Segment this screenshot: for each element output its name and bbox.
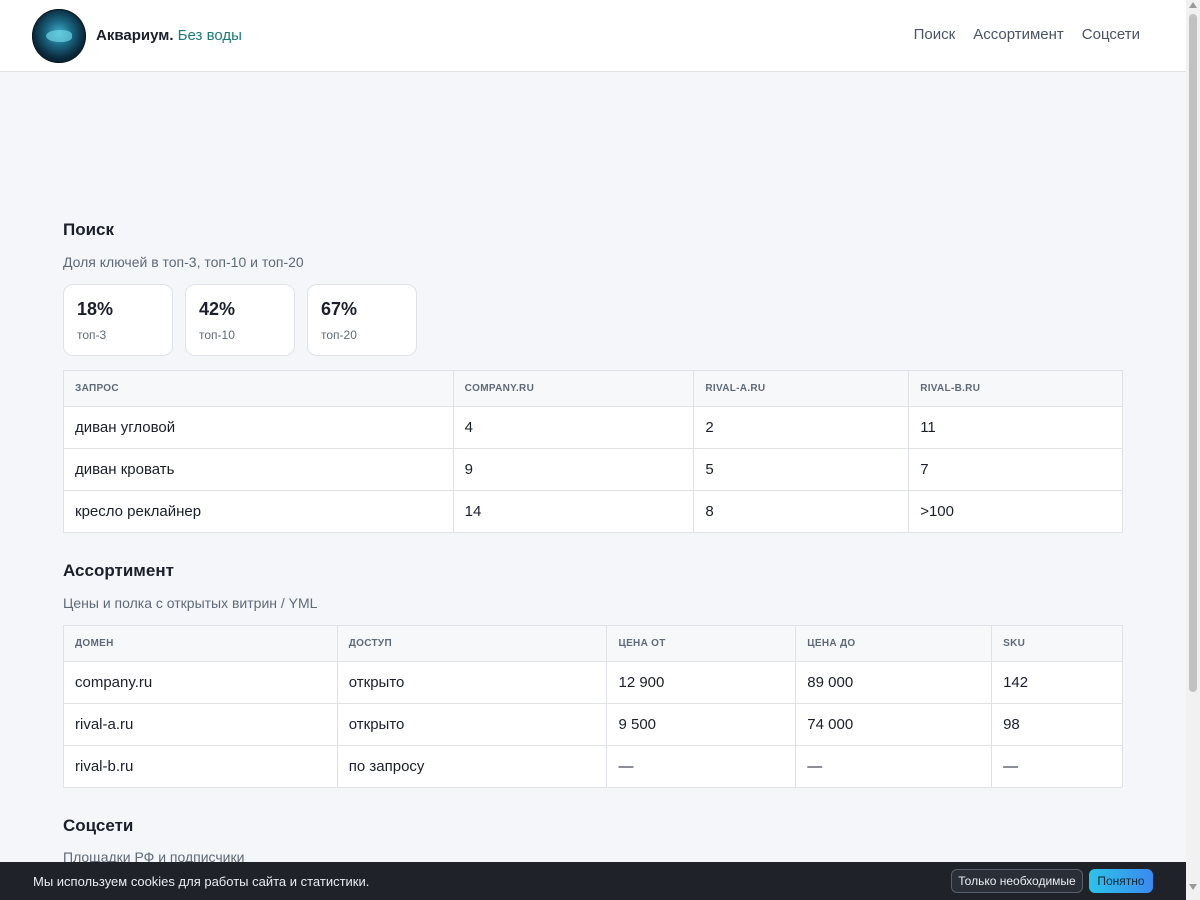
scrollbar-thumb[interactable] <box>1189 14 1197 692</box>
search-section-title: Поиск <box>63 220 115 239</box>
table-cell: 2 <box>693 406 910 449</box>
logo-icon[interactable] <box>32 9 86 63</box>
brand-main: Аквариум. <box>96 27 174 44</box>
table-header-row: Домен Доступ Цена от Цена до SKU <box>63 625 1123 662</box>
table-cell: 14 <box>452 490 695 533</box>
kpi-label: топ-10 <box>199 328 235 342</box>
kpi-label: топ-20 <box>321 328 357 342</box>
scrollbar[interactable] <box>1186 0 1200 900</box>
table-cell: >100 <box>908 490 1123 533</box>
cookie-text: Мы используем cookies для работы сайта и… <box>33 874 370 889</box>
column-header: Домен <box>63 625 338 662</box>
nav-link-assortment[interactable]: Ассортимент <box>973 26 1064 43</box>
table-header-row: Запрос company.ru rival-a.ru rival-b.ru <box>63 370 1123 407</box>
table-cell: — <box>606 745 797 788</box>
cookie-banner: Мы используем cookies для работы сайта и… <box>0 862 1186 900</box>
nav-link-search[interactable]: Поиск <box>913 26 956 43</box>
table-row: диван кровать 9 5 7 <box>63 448 1123 491</box>
social-section-subtitle: Площадки РФ и подписчики <box>63 849 245 865</box>
table-row: диван угловой 4 2 11 <box>63 406 1123 449</box>
table-cell: company.ru <box>63 661 338 704</box>
scroll-down-arrow-icon[interactable] <box>1189 884 1197 890</box>
kpi-card-top3: 18% топ-3 <box>63 284 173 356</box>
search-section-subtitle: Доля ключей в топ-3, топ-10 и топ-20 <box>63 254 304 270</box>
table-cell: кресло реклайнер <box>63 490 454 533</box>
kpi-value: 42% <box>199 299 236 319</box>
assortment-section-subtitle: Цены и полка с открытых витрин / YML <box>63 595 318 611</box>
table-cell: 8 <box>693 490 910 533</box>
table-cell: 74 000 <box>795 703 993 746</box>
nav-link-social[interactable]: Соцсети <box>1081 26 1140 43</box>
kpi-card-top20: 67% топ-20 <box>307 284 417 356</box>
table-cell: 89 000 <box>795 661 993 704</box>
table-row: company.ru открыто 12 900 89 000 142 <box>63 661 1123 704</box>
table-cell: — <box>991 745 1123 788</box>
scroll-up-arrow-icon[interactable] <box>1189 2 1197 8</box>
kpi-card-top10: 42% топ-10 <box>185 284 295 356</box>
table-row: rival-b.ru по запросу — — — <box>63 745 1123 788</box>
table-cell: 98 <box>991 703 1123 746</box>
table-cell: диван кровать <box>63 448 454 491</box>
table-cell: открыто <box>336 703 608 746</box>
table-cell: rival-a.ru <box>63 703 338 746</box>
search-positions-table: Запрос company.ru rival-a.ru rival-b.ru … <box>63 370 1123 533</box>
main-nav: Поиск Ассортимент Соцсети <box>914 26 1140 43</box>
assortment-table: Домен Доступ Цена от Цена до SKU company… <box>63 625 1123 788</box>
table-cell: 11 <box>908 406 1123 449</box>
table-cell: 4 <box>452 406 695 449</box>
column-header: Запрос <box>63 370 454 407</box>
table-cell: 12 900 <box>606 661 797 704</box>
table-cell: 9 500 <box>606 703 797 746</box>
brand-title[interactable]: Аквариум. Без воды <box>96 27 242 44</box>
table-cell: 9 <box>452 448 695 491</box>
table-row: кресло реклайнер 14 8 >100 <box>63 490 1123 533</box>
column-header: SKU <box>991 625 1123 662</box>
column-header: rival-b.ru <box>908 370 1123 407</box>
brand-accent: Без воды <box>177 27 242 44</box>
cookie-necessary-button[interactable]: Только необходимые <box>951 869 1083 893</box>
table-cell: 142 <box>991 661 1123 704</box>
site-header: Аквариум. Без воды Поиск Ассортимент Соц… <box>0 0 1186 72</box>
table-row: rival-a.ru открыто 9 500 74 000 98 <box>63 703 1123 746</box>
cookie-accept-button[interactable]: Понятно <box>1089 869 1153 893</box>
social-section-title: Соцсети <box>63 816 134 835</box>
table-cell: rival-b.ru <box>63 745 338 788</box>
kpi-value: 18% <box>77 299 114 319</box>
fish-icon <box>46 30 72 42</box>
table-cell: — <box>795 745 993 788</box>
table-cell: 5 <box>693 448 910 491</box>
column-header: rival-a.ru <box>693 370 910 407</box>
table-cell: диван угловой <box>63 406 454 449</box>
column-header: Цена до <box>795 625 993 662</box>
table-cell: по запросу <box>336 745 608 788</box>
assortment-section-title: Ассортимент <box>63 561 174 580</box>
column-header: company.ru <box>452 370 695 407</box>
table-cell: открыто <box>336 661 608 704</box>
kpi-label: топ-3 <box>77 328 107 342</box>
column-header: Цена от <box>606 625 797 662</box>
kpi-cards: 18% топ-3 42% топ-10 67% топ-20 <box>63 284 417 356</box>
kpi-value: 67% <box>321 299 358 319</box>
table-cell: 7 <box>908 448 1123 491</box>
column-header: Доступ <box>336 625 608 662</box>
